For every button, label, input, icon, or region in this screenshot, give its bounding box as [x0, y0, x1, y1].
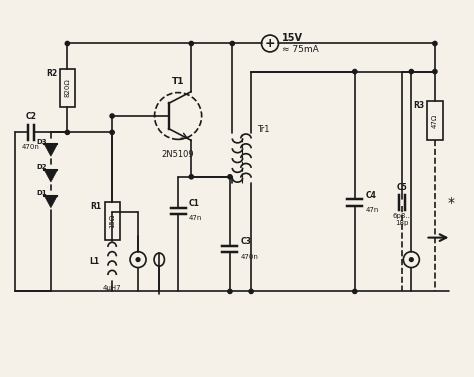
Text: 47n: 47n: [365, 207, 379, 213]
Circle shape: [409, 69, 413, 74]
Circle shape: [136, 258, 140, 262]
Text: T1: T1: [172, 77, 184, 86]
Bar: [60, 69, 75, 107]
Text: D3: D3: [36, 139, 47, 145]
Circle shape: [249, 289, 253, 294]
Text: R1: R1: [91, 202, 102, 211]
Text: R2: R2: [46, 69, 57, 78]
Circle shape: [353, 289, 357, 294]
Circle shape: [228, 175, 232, 179]
Circle shape: [410, 258, 413, 262]
Polygon shape: [44, 144, 57, 156]
Text: 47Ω: 47Ω: [432, 113, 438, 128]
Text: ≈ 75mA: ≈ 75mA: [282, 44, 319, 54]
Circle shape: [65, 41, 70, 46]
Circle shape: [433, 69, 437, 74]
Bar: [105, 202, 119, 241]
Text: 15Ω: 15Ω: [109, 214, 115, 228]
Circle shape: [110, 130, 114, 135]
Circle shape: [230, 41, 235, 46]
Text: 18p: 18p: [395, 220, 409, 226]
Text: L1: L1: [89, 256, 99, 265]
Text: C3: C3: [241, 238, 252, 246]
Text: D1: D1: [36, 190, 47, 196]
Circle shape: [433, 41, 437, 46]
Text: 470n: 470n: [241, 254, 259, 260]
Text: Tr1: Tr1: [257, 124, 269, 133]
Text: 6p8..: 6p8..: [393, 213, 411, 219]
Text: +: +: [264, 37, 275, 49]
Text: R3: R3: [413, 101, 424, 110]
Circle shape: [110, 114, 114, 118]
Circle shape: [189, 175, 193, 179]
Text: 4μH7: 4μH7: [103, 285, 121, 291]
Text: C5: C5: [397, 183, 407, 192]
Polygon shape: [44, 170, 57, 182]
Text: C4: C4: [365, 190, 376, 199]
Text: C1: C1: [189, 199, 200, 208]
Text: *: *: [448, 196, 455, 210]
Bar: [427, 101, 443, 140]
Text: 820Ω: 820Ω: [64, 78, 70, 97]
Circle shape: [228, 289, 232, 294]
Circle shape: [189, 41, 193, 46]
Text: 47n: 47n: [189, 215, 202, 221]
Text: C2: C2: [25, 112, 36, 121]
Polygon shape: [44, 196, 57, 208]
Circle shape: [353, 69, 357, 74]
Text: 2N5109: 2N5109: [162, 150, 194, 159]
Circle shape: [65, 130, 70, 135]
Text: 470n: 470n: [22, 144, 39, 150]
Text: D2: D2: [36, 164, 47, 170]
Text: 15V: 15V: [282, 33, 303, 43]
